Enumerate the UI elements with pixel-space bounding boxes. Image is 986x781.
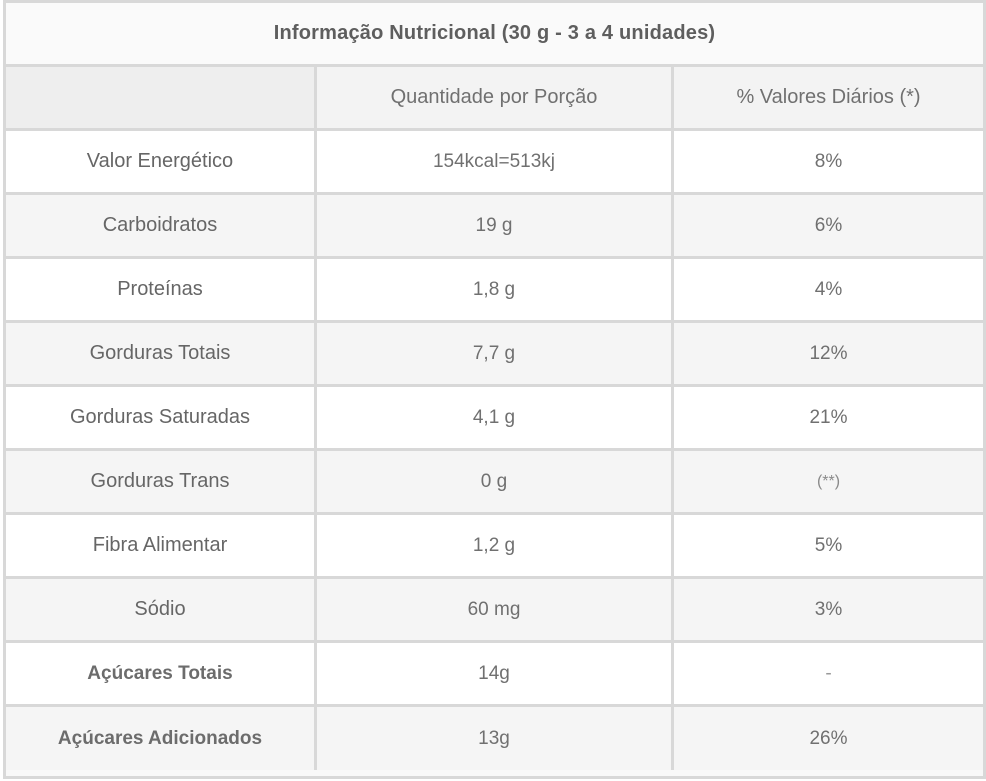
nutrient-label: Gorduras Trans bbox=[6, 451, 317, 515]
nutrient-daily-value: 8% bbox=[674, 131, 983, 195]
nutrient-daily-value: 4% bbox=[674, 259, 983, 323]
header-nutrient bbox=[6, 67, 317, 131]
nutrient-quantity: 7,7 g bbox=[317, 323, 674, 387]
nutrient-quantity: 0 g bbox=[317, 451, 674, 515]
nutrient-quantity: 19 g bbox=[317, 195, 674, 259]
nutrient-daily-value: 3% bbox=[674, 579, 983, 643]
table-title: Informação Nutricional (30 g - 3 a 4 uni… bbox=[273, 22, 716, 44]
nutrient-quantity: 13g bbox=[317, 707, 674, 770]
nutrient-daily-value: 12% bbox=[674, 323, 983, 387]
nutrient-quantity: 4,1 g bbox=[317, 387, 674, 451]
nutrient-label: Carboidratos bbox=[6, 195, 317, 259]
nutrient-label: Açúcares Adicionados bbox=[6, 707, 317, 770]
nutrient-quantity: 60 mg bbox=[317, 579, 674, 643]
nutrient-label: Açúcares Totais bbox=[6, 643, 317, 707]
table-title-row: Informação Nutricional (30 g - 3 a 4 uni… bbox=[6, 3, 983, 67]
nutrition-grid: Quantidade por Porção % Valores Diários … bbox=[6, 67, 983, 770]
nutrient-daily-value: (**) bbox=[674, 451, 983, 515]
nutrient-label: Gorduras Saturadas bbox=[6, 387, 317, 451]
nutrient-label: Sódio bbox=[6, 579, 317, 643]
nutrient-label: Gorduras Totais bbox=[6, 323, 317, 387]
nutrient-quantity: 1,2 g bbox=[317, 515, 674, 579]
nutrition-facts-table: Informação Nutricional (30 g - 3 a 4 uni… bbox=[3, 0, 986, 779]
header-daily-value: % Valores Diários (*) bbox=[674, 67, 983, 131]
header-quantity: Quantidade por Porção bbox=[317, 67, 674, 131]
nutrient-daily-value: 6% bbox=[674, 195, 983, 259]
nutrient-label: Proteínas bbox=[6, 259, 317, 323]
nutrient-label: Fibra Alimentar bbox=[6, 515, 317, 579]
nutrient-daily-value: 26% bbox=[674, 707, 983, 770]
nutrient-quantity: 1,8 g bbox=[317, 259, 674, 323]
nutrient-quantity: 14g bbox=[317, 643, 674, 707]
nutrient-label: Valor Energético bbox=[6, 131, 317, 195]
nutrient-daily-value: - bbox=[674, 643, 983, 707]
nutrient-quantity: 154kcal=513kj bbox=[317, 131, 674, 195]
nutrient-daily-value: 21% bbox=[674, 387, 983, 451]
nutrient-daily-value: 5% bbox=[674, 515, 983, 579]
